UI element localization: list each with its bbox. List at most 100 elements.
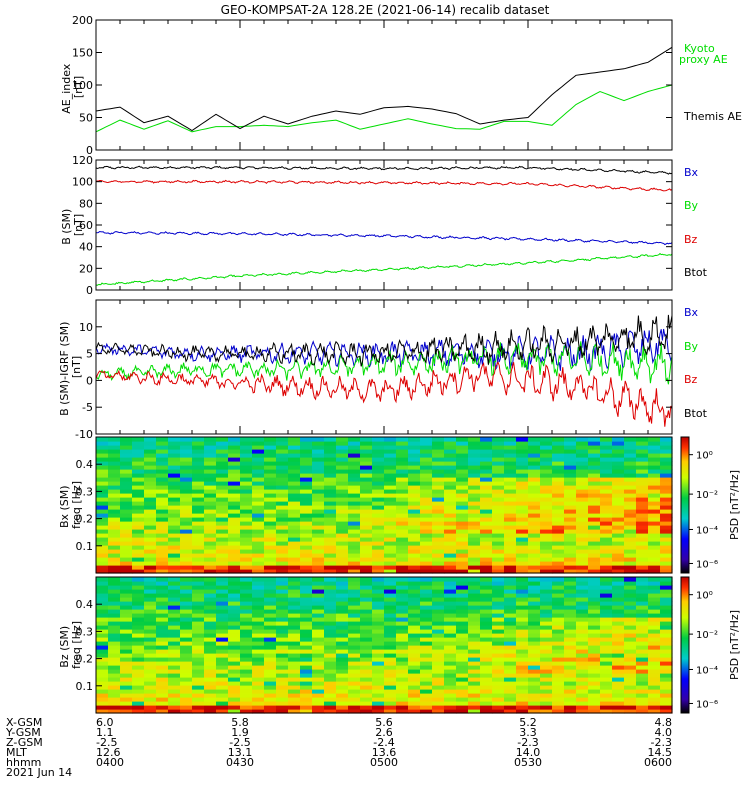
bz-spec-cell [216, 617, 229, 622]
bx-spec-cell [420, 485, 433, 490]
bx-spec-cell [444, 497, 457, 502]
bx-spec-cell [168, 501, 181, 506]
bz-spec-cell [144, 609, 157, 614]
bz-spec-cell [264, 629, 277, 634]
bx-spec-cell [564, 541, 577, 546]
bz-spec-cell [600, 673, 613, 678]
bx-spec-cell [264, 481, 277, 486]
bx-spec-cell [492, 481, 505, 486]
bz-spec-cell [372, 589, 385, 594]
bx-spec-cell [516, 449, 529, 454]
bz-spec-cell [120, 601, 133, 606]
ephemeris-cell: 0400 [96, 756, 124, 769]
bx-spec-cell [288, 509, 301, 514]
bz-spec-cell [384, 657, 397, 662]
bx-spec-cell [132, 505, 145, 510]
bz-spec-cell [468, 593, 481, 598]
bx-spec-cell [456, 461, 469, 466]
bx-spec-cell [168, 565, 181, 570]
bz-spec-cell [588, 605, 601, 610]
bz-spec-cell [180, 641, 193, 646]
bz-spec-cell [648, 677, 661, 682]
bz-spec-cell [588, 661, 601, 666]
bz-spec-cell [120, 577, 133, 582]
bz-spec-cell [264, 609, 277, 614]
bz-spec-cell [372, 609, 385, 614]
bz-spec-cell [420, 705, 433, 710]
bz-spec-cell [120, 617, 133, 622]
bx-spec-cell [336, 489, 349, 494]
bz-spec-cell [168, 585, 181, 590]
bz-spec-cell [336, 593, 349, 598]
bx-spec-cell [348, 473, 361, 478]
bx-spec-cell [96, 501, 109, 506]
bz-spec-cell [408, 597, 421, 602]
bx-spec-cell [324, 505, 337, 510]
bz-spec-cell [132, 629, 145, 634]
bx-spec-cell [492, 501, 505, 506]
bx-spec-cell [240, 509, 253, 514]
bz-spec-cell [648, 649, 661, 654]
bx-spec-cell [504, 541, 517, 546]
bz-spec-cell [552, 701, 565, 706]
b-plot [95, 165, 673, 286]
bx-spec-cell [144, 505, 157, 510]
bz-spec-cell [156, 677, 169, 682]
bx-spec-cell [252, 541, 265, 546]
bz-spec-cell [480, 685, 493, 690]
bz-spec-cell [288, 665, 301, 670]
bx-spec-cell [624, 533, 637, 538]
bz-spec-cell [624, 633, 637, 638]
bz-spec-cell [384, 597, 397, 602]
bx-spec-cell [324, 517, 337, 522]
bx-spec-cell [228, 561, 241, 566]
bz-spec-cell [384, 625, 397, 630]
bz-spec-cell [528, 617, 541, 622]
bz-spec-cell [552, 665, 565, 670]
bx-spec-cell [492, 465, 505, 470]
bz-spec-cell [108, 585, 121, 590]
bx-spec-cell [288, 517, 301, 522]
bz-spec-cell [204, 625, 217, 630]
bz-spec-cell [624, 677, 637, 682]
bz-spec-cell [264, 645, 277, 650]
bz-spec-cell [192, 593, 205, 598]
bx-spec-cell [444, 533, 457, 538]
bz-spec-cell [636, 605, 649, 610]
bx-spec-cell [660, 481, 673, 486]
bz-spec-cell [564, 629, 577, 634]
bx-spec-cell [336, 473, 349, 478]
bz-spec-cell [360, 693, 373, 698]
bx-spec-cell [240, 569, 253, 574]
bx-spec-cell [360, 565, 373, 570]
bz-spec-cell [396, 577, 409, 582]
bz-spec-cell [324, 649, 337, 654]
bz-spec-cell [408, 649, 421, 654]
bx-spec-cell [564, 445, 577, 450]
bz-spec-cell [396, 637, 409, 642]
bx-spec-cell [276, 473, 289, 478]
bz-spec-cell [216, 701, 229, 706]
bz-spec-cell [492, 609, 505, 614]
bz-spec-cell [252, 693, 265, 698]
bz-spec-cell [612, 629, 625, 634]
ephemeris-cell: 0530 [514, 756, 542, 769]
bx-spec-cell [372, 545, 385, 550]
bz-spec-cell [144, 649, 157, 654]
bx-spec-cell [96, 565, 109, 570]
bz-spec-cell [252, 649, 265, 654]
bx-spec-cell [108, 465, 121, 470]
bx-spec-cell [120, 549, 133, 554]
bz-spec-cell [612, 697, 625, 702]
bx-spec-cell [468, 441, 481, 446]
bx-spec-cell [168, 449, 181, 454]
bx-spec-cell [300, 453, 313, 458]
bx-spec-cell [372, 525, 385, 530]
bz-spec-cell [252, 665, 265, 670]
bz-spec-cell [120, 677, 133, 682]
bx-spec-cell [600, 485, 613, 490]
bx-spec-cell [216, 457, 229, 462]
bx-spec-cell [336, 541, 349, 546]
bz-spec-cell [96, 657, 109, 662]
bx-spec-cell [360, 533, 373, 538]
